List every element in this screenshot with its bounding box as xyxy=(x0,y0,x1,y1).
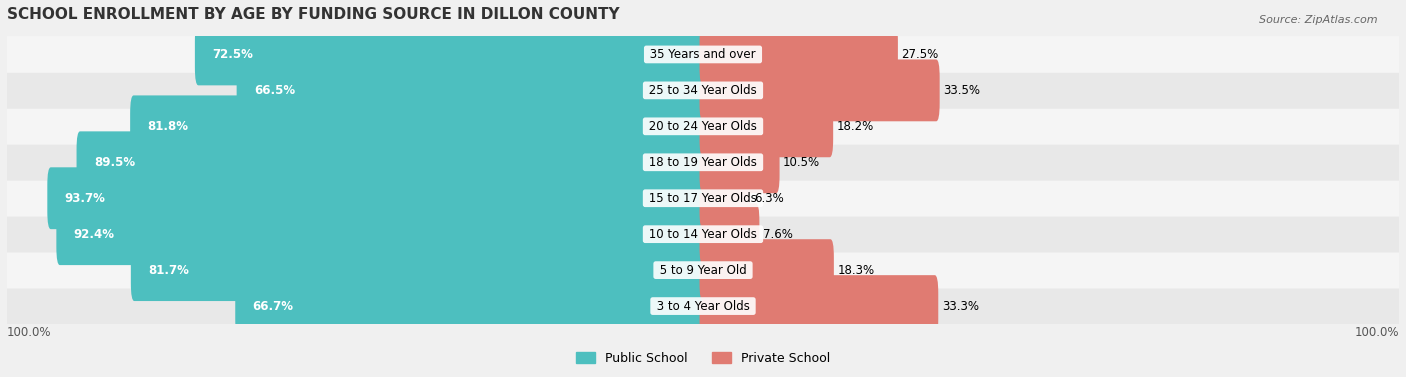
FancyBboxPatch shape xyxy=(235,275,706,337)
FancyBboxPatch shape xyxy=(700,239,834,301)
Text: 7.6%: 7.6% xyxy=(763,228,793,241)
Text: 35 Years and over: 35 Years and over xyxy=(647,48,759,61)
Text: 18.2%: 18.2% xyxy=(837,120,875,133)
Text: 15 to 17 Year Olds: 15 to 17 Year Olds xyxy=(645,192,761,205)
FancyBboxPatch shape xyxy=(195,23,706,85)
Text: 25 to 34 Year Olds: 25 to 34 Year Olds xyxy=(645,84,761,97)
Text: 81.7%: 81.7% xyxy=(148,264,190,277)
Text: 18 to 19 Year Olds: 18 to 19 Year Olds xyxy=(645,156,761,169)
Text: 72.5%: 72.5% xyxy=(212,48,253,61)
Text: 18.3%: 18.3% xyxy=(838,264,875,277)
Text: 93.7%: 93.7% xyxy=(65,192,105,205)
Text: Source: ZipAtlas.com: Source: ZipAtlas.com xyxy=(1260,15,1378,25)
Text: 3 to 4 Year Olds: 3 to 4 Year Olds xyxy=(652,300,754,313)
FancyBboxPatch shape xyxy=(700,23,898,85)
FancyBboxPatch shape xyxy=(7,288,1399,325)
FancyBboxPatch shape xyxy=(700,95,834,157)
Text: SCHOOL ENROLLMENT BY AGE BY FUNDING SOURCE IN DILLON COUNTY: SCHOOL ENROLLMENT BY AGE BY FUNDING SOUR… xyxy=(7,7,620,22)
FancyBboxPatch shape xyxy=(7,180,1399,216)
FancyBboxPatch shape xyxy=(700,203,759,265)
Text: 66.7%: 66.7% xyxy=(253,300,294,313)
Text: 33.5%: 33.5% xyxy=(943,84,980,97)
FancyBboxPatch shape xyxy=(7,144,1399,181)
FancyBboxPatch shape xyxy=(700,275,938,337)
Text: 27.5%: 27.5% xyxy=(901,48,939,61)
FancyBboxPatch shape xyxy=(131,239,706,301)
Text: 20 to 24 Year Olds: 20 to 24 Year Olds xyxy=(645,120,761,133)
Text: 10.5%: 10.5% xyxy=(783,156,820,169)
FancyBboxPatch shape xyxy=(700,60,939,121)
Text: 10 to 14 Year Olds: 10 to 14 Year Olds xyxy=(645,228,761,241)
Text: 100.0%: 100.0% xyxy=(1354,326,1399,339)
Text: 100.0%: 100.0% xyxy=(7,326,52,339)
Text: 33.3%: 33.3% xyxy=(942,300,979,313)
FancyBboxPatch shape xyxy=(56,203,706,265)
Text: 6.3%: 6.3% xyxy=(754,192,783,205)
FancyBboxPatch shape xyxy=(7,216,1399,253)
Text: 92.4%: 92.4% xyxy=(73,228,115,241)
FancyBboxPatch shape xyxy=(131,95,706,157)
FancyBboxPatch shape xyxy=(7,36,1399,73)
FancyBboxPatch shape xyxy=(700,167,751,229)
FancyBboxPatch shape xyxy=(7,252,1399,288)
FancyBboxPatch shape xyxy=(7,108,1399,145)
Text: 81.8%: 81.8% xyxy=(148,120,188,133)
Legend: Public School, Private School: Public School, Private School xyxy=(571,346,835,369)
FancyBboxPatch shape xyxy=(7,72,1399,109)
Text: 66.5%: 66.5% xyxy=(254,84,295,97)
FancyBboxPatch shape xyxy=(700,131,779,193)
FancyBboxPatch shape xyxy=(76,131,706,193)
FancyBboxPatch shape xyxy=(48,167,706,229)
Text: 5 to 9 Year Old: 5 to 9 Year Old xyxy=(655,264,751,277)
Text: 89.5%: 89.5% xyxy=(94,156,135,169)
FancyBboxPatch shape xyxy=(236,60,706,121)
